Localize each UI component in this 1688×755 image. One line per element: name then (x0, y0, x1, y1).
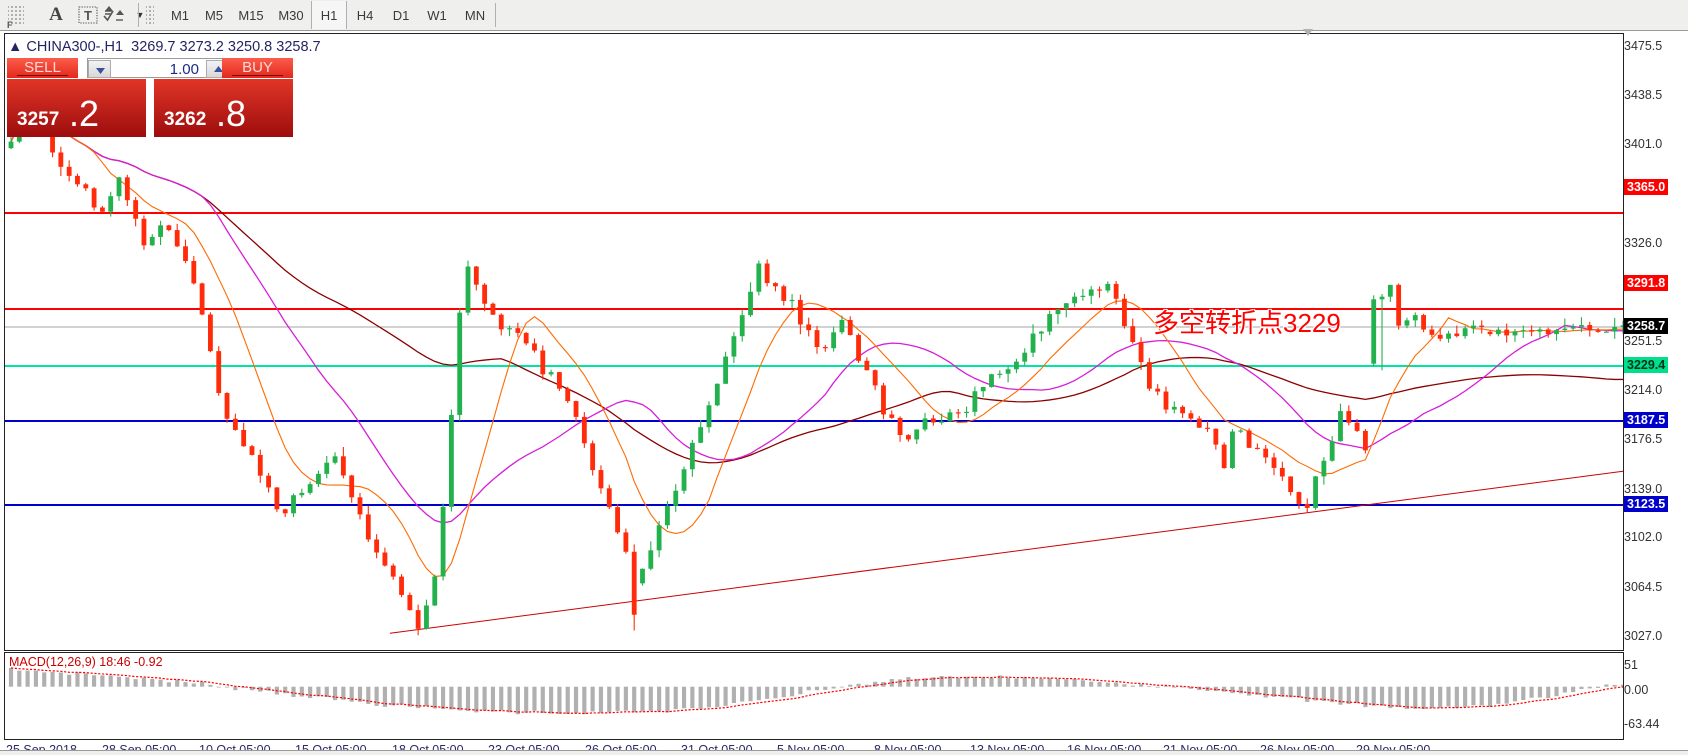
svg-text:多空转折点3229: 多空转折点3229 (1153, 308, 1341, 338)
svg-text:T: T (84, 8, 92, 23)
